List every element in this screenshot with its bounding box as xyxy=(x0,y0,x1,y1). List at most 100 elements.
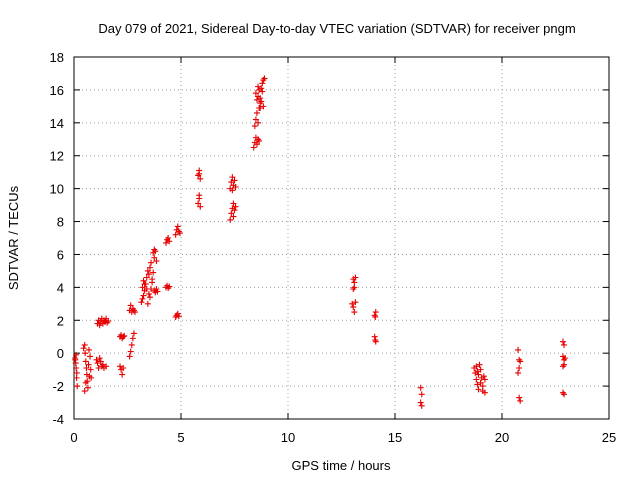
data-point xyxy=(97,358,104,365)
y-tick-label: 8 xyxy=(57,215,64,230)
data-point xyxy=(232,183,239,190)
data-point xyxy=(138,299,145,306)
data-point xyxy=(477,366,484,373)
data-point xyxy=(131,309,138,316)
data-point xyxy=(175,313,182,320)
data-point xyxy=(255,119,262,126)
data-point xyxy=(73,369,80,376)
data-point xyxy=(474,368,481,375)
data-point xyxy=(146,264,153,271)
data-point xyxy=(119,371,126,378)
data-point xyxy=(350,304,357,311)
data-point xyxy=(140,277,147,284)
data-point xyxy=(230,200,237,207)
data-point xyxy=(561,341,568,348)
data-point xyxy=(252,116,259,123)
data-point xyxy=(473,363,480,370)
data-point xyxy=(253,109,260,116)
data-point xyxy=(228,179,235,186)
data-point xyxy=(172,231,179,238)
data-point xyxy=(151,246,158,253)
data-point xyxy=(372,337,379,344)
data-point xyxy=(253,141,260,148)
x-tick-label: 5 xyxy=(177,430,184,445)
data-point xyxy=(165,235,172,241)
data-point xyxy=(73,351,80,358)
data-point xyxy=(259,80,266,87)
data-point xyxy=(352,274,359,281)
y-tick-label: 12 xyxy=(50,149,64,164)
y-axis-label: SDTVAR / TECUs xyxy=(6,185,21,290)
data-point xyxy=(372,313,379,320)
data-point xyxy=(86,373,93,380)
data-point xyxy=(148,286,155,293)
data-point xyxy=(230,213,237,220)
data-point xyxy=(417,384,424,391)
data-point xyxy=(418,402,425,409)
data-point xyxy=(150,269,157,276)
data-point xyxy=(232,203,239,210)
data-point xyxy=(83,364,90,371)
data-point xyxy=(143,274,150,281)
data-point xyxy=(349,300,356,307)
data-point xyxy=(72,356,79,363)
data-point xyxy=(150,249,157,256)
y-tick-label: 6 xyxy=(57,247,64,262)
data-point xyxy=(85,346,92,353)
data-point xyxy=(105,318,112,325)
data-point xyxy=(144,267,151,274)
data-point xyxy=(229,174,236,181)
x-tick-label: 15 xyxy=(388,430,402,445)
y-tick-label: -2 xyxy=(52,379,64,394)
data-point xyxy=(82,358,89,365)
data-point xyxy=(120,333,127,340)
x-tick-label: 10 xyxy=(281,430,295,445)
data-point xyxy=(417,399,424,406)
data-point xyxy=(120,364,127,371)
data-point xyxy=(258,98,265,105)
data-point xyxy=(255,83,262,90)
data-point xyxy=(516,394,523,401)
data-point xyxy=(145,271,152,278)
data-point xyxy=(257,105,264,112)
data-point xyxy=(96,322,103,329)
data-point xyxy=(561,361,568,368)
data-point xyxy=(258,85,265,92)
data-point xyxy=(81,341,88,348)
data-point xyxy=(474,381,481,388)
data-point xyxy=(515,369,522,376)
data-point xyxy=(94,360,101,367)
data-point xyxy=(140,292,147,299)
x-axis-label: GPS time / hours xyxy=(292,458,391,473)
data-point xyxy=(96,355,103,362)
data-point xyxy=(129,335,136,342)
data-point xyxy=(257,95,264,102)
data-point xyxy=(128,341,135,348)
data-point xyxy=(74,383,81,390)
x-tick-label: 25 xyxy=(602,430,616,445)
data-point xyxy=(126,353,133,360)
data-point xyxy=(81,388,88,395)
data-point xyxy=(371,333,378,340)
grid-lines xyxy=(74,57,609,419)
data-point xyxy=(475,371,482,378)
data-point xyxy=(176,230,183,237)
data-point xyxy=(121,332,128,339)
y-tick-label: 16 xyxy=(50,83,64,98)
data-point xyxy=(352,299,359,306)
data-point xyxy=(561,391,568,398)
data-point xyxy=(231,207,238,214)
data-point xyxy=(127,302,134,309)
data-point xyxy=(351,284,358,291)
y-tick-label: 14 xyxy=(50,116,64,131)
data-point xyxy=(139,284,146,291)
data-point xyxy=(145,290,152,297)
data-point xyxy=(250,144,257,151)
data-point xyxy=(117,363,124,370)
data-point xyxy=(517,397,524,404)
data-point xyxy=(256,137,263,144)
data-point xyxy=(82,379,89,386)
data-point xyxy=(73,364,80,371)
data-point xyxy=(144,300,151,307)
